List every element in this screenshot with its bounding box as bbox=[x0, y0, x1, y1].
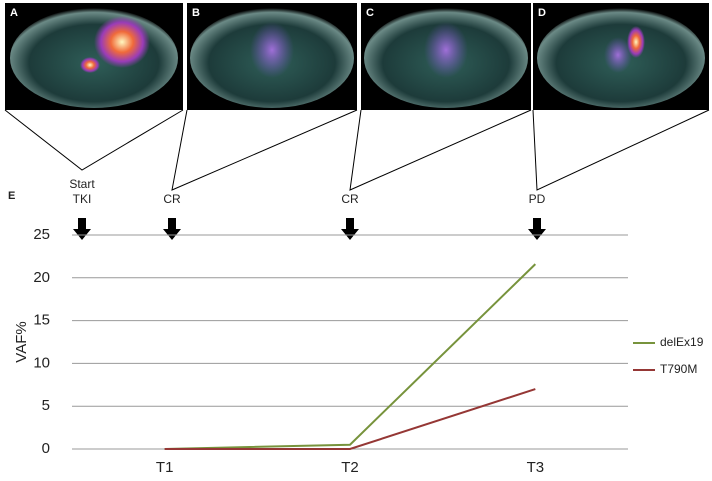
y-tick-label: 5 bbox=[42, 397, 50, 414]
event-label: CR bbox=[341, 192, 359, 206]
event-arrow bbox=[341, 218, 359, 240]
event-label: PD bbox=[528, 192, 546, 206]
connectors bbox=[4, 109, 710, 191]
panel-label: C bbox=[366, 7, 374, 19]
event-arrow bbox=[163, 218, 181, 240]
event-label: CR bbox=[163, 192, 181, 206]
legend-label: delEx19 bbox=[660, 335, 704, 349]
event-arrow bbox=[73, 218, 91, 240]
panel-label: A bbox=[10, 7, 18, 19]
event-label: Start TKI bbox=[69, 177, 95, 206]
y-tick-label: 15 bbox=[33, 312, 50, 329]
y-tick-label: 25 bbox=[33, 226, 50, 243]
event-arrow bbox=[528, 218, 546, 240]
x-tick-label: T3 bbox=[527, 459, 545, 476]
series-line bbox=[164, 388, 536, 450]
series-line bbox=[164, 263, 537, 450]
x-tick-label: T2 bbox=[341, 459, 359, 476]
x-tick-label: T1 bbox=[156, 459, 174, 476]
y-tick-label: 20 bbox=[33, 269, 50, 286]
scan-panels bbox=[5, 3, 709, 110]
panel-label: B bbox=[192, 7, 200, 19]
y-axis-label: VAF% bbox=[13, 321, 30, 362]
y-tick-label: 10 bbox=[33, 354, 50, 371]
panel-label: E bbox=[8, 190, 15, 202]
y-tick-label: 0 bbox=[42, 440, 50, 457]
legend-label: T790M bbox=[660, 362, 697, 376]
panel-label: D bbox=[538, 7, 546, 19]
